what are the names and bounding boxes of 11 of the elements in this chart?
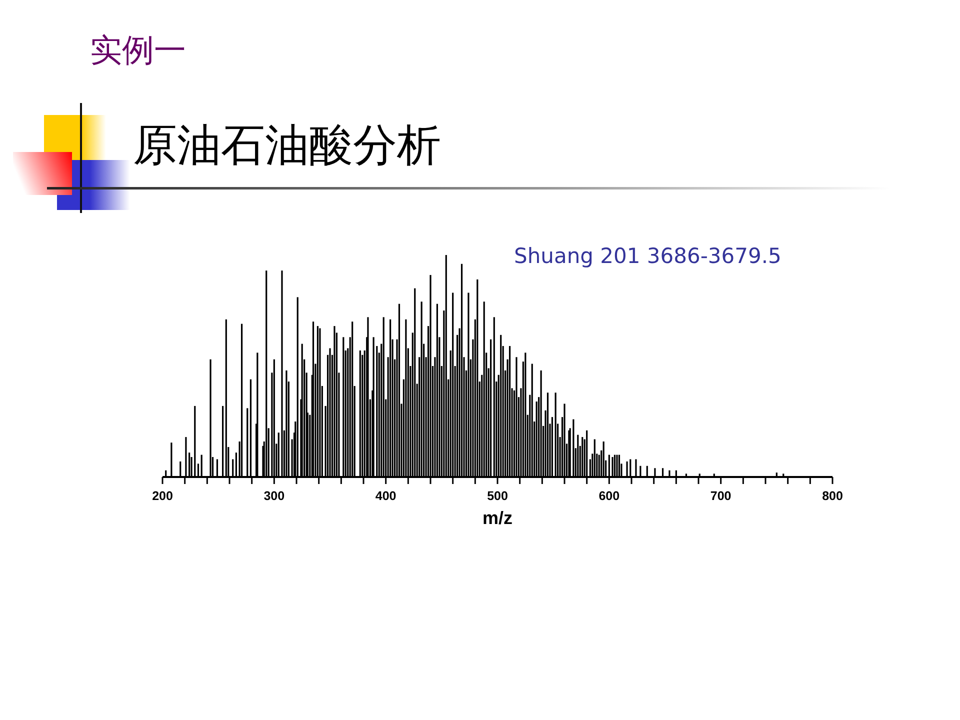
x-tick-label: 300 — [264, 489, 285, 503]
x-tick-label: 500 — [487, 489, 508, 503]
x-tick-label: 400 — [375, 489, 396, 503]
chart-title: 原油石油酸分析 — [133, 120, 441, 171]
x-axis-title: m/z — [482, 508, 513, 528]
x-tick-label: 800 — [822, 489, 843, 503]
x-tick-label: 200 — [152, 489, 173, 503]
chart-subtitle: 实例一 — [90, 31, 186, 69]
x-tick-label: 700 — [710, 489, 732, 503]
annotation: Shuang 201 3686-3679.5 — [514, 244, 782, 268]
x-tick-label: 600 — [598, 489, 620, 503]
